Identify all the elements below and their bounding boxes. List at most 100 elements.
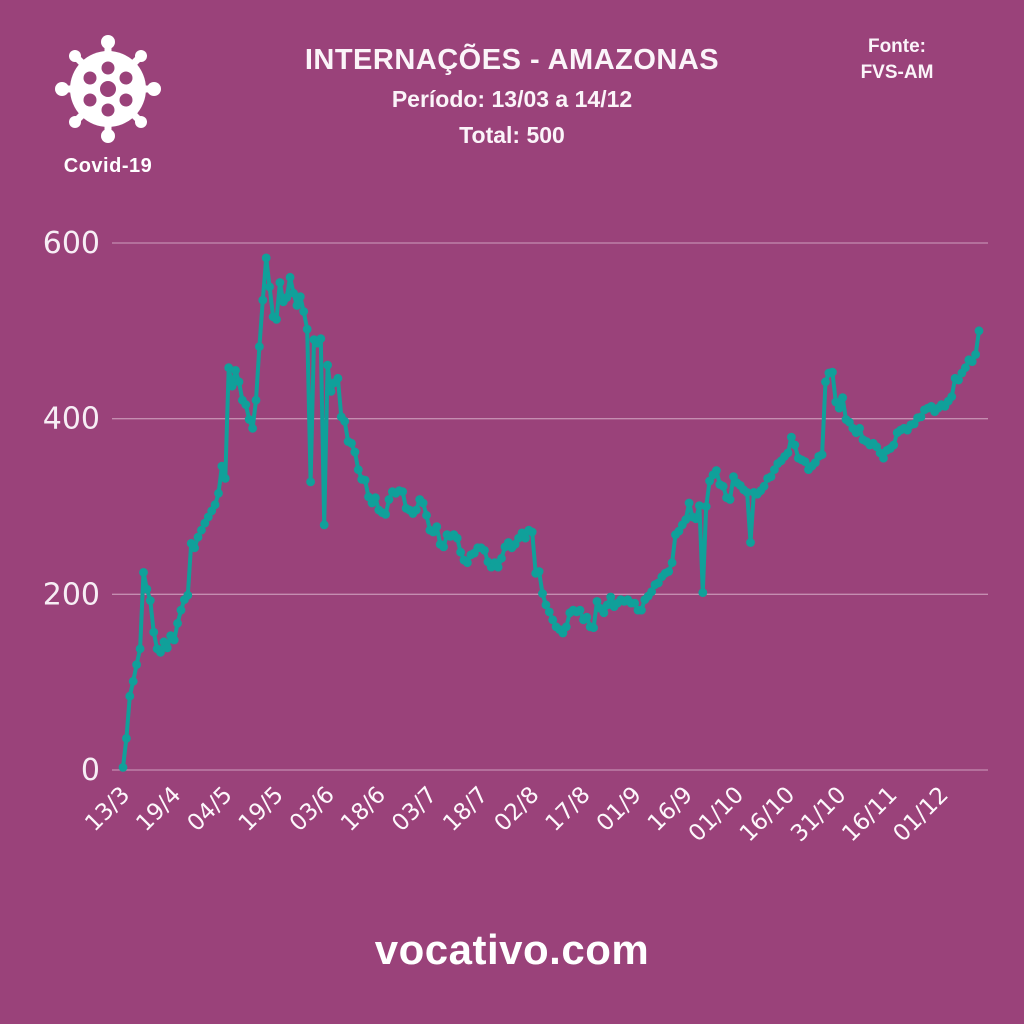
y-tick-label: 600 (43, 226, 100, 261)
data-point (821, 377, 830, 387)
data-point (275, 278, 285, 287)
data-point (295, 292, 305, 301)
data-point (353, 465, 363, 474)
data-point (746, 538, 755, 547)
data-point (548, 615, 558, 625)
data-point (135, 644, 145, 654)
x-tick-label: 04/5 (183, 782, 238, 837)
x-axis-labels: 13/319/404/519/503/618/603/718/702/817/8… (80, 782, 953, 847)
data-point (527, 527, 537, 537)
data-point (241, 400, 251, 409)
data-point (251, 395, 261, 405)
covid-badge-label: Covid-19 (63, 155, 153, 177)
data-point (718, 481, 728, 491)
data-point (725, 495, 735, 504)
data-point (889, 440, 899, 450)
data-point (272, 315, 281, 324)
data-point (681, 515, 691, 525)
data-point (176, 605, 186, 615)
data-point (156, 647, 165, 657)
data-point (244, 415, 254, 424)
data-point (231, 366, 240, 375)
site-footer: vocativo.com (374, 926, 650, 973)
data-point (967, 357, 977, 366)
data-point (974, 326, 984, 336)
data-point (834, 403, 844, 413)
data-point (306, 477, 315, 487)
data-point (561, 622, 571, 632)
data-point (783, 448, 793, 458)
data-point (800, 457, 810, 467)
data-point (210, 500, 220, 510)
data-point (879, 453, 888, 463)
data-point (217, 461, 227, 471)
data-point (538, 589, 547, 598)
data-point (360, 475, 370, 485)
data-point (255, 342, 264, 351)
x-tick-label: 01/12 (888, 782, 953, 847)
data-point (149, 627, 159, 637)
data-point (787, 432, 796, 442)
data-point (606, 592, 616, 602)
data-point (684, 498, 694, 508)
data-point (227, 381, 237, 391)
x-tick-label: 18/7 (438, 782, 493, 837)
data-point (954, 375, 963, 385)
data-point (647, 587, 656, 597)
x-tick-label: 02/8 (490, 782, 545, 837)
data-point (173, 618, 183, 628)
data-point (817, 450, 827, 460)
data-point (125, 691, 135, 701)
data-point (340, 416, 350, 426)
data-point (602, 600, 612, 610)
virus-icon (55, 35, 161, 143)
data-point (452, 533, 462, 543)
data-point (691, 514, 701, 524)
data-point (463, 558, 472, 568)
source-block: Fonte: FVS-AM (852, 34, 942, 86)
data-point (742, 488, 752, 497)
data-point (319, 520, 329, 530)
x-tick-label: 03/6 (285, 782, 340, 837)
data-point (197, 525, 206, 535)
x-tick-label: 19/5 (234, 782, 289, 837)
covid-badge: Covid-19 (48, 34, 168, 178)
y-tick-label: 200 (43, 577, 100, 612)
data-point (122, 734, 131, 743)
y-axis-labels: 0 200 400 600 (43, 226, 100, 788)
data-point (411, 505, 421, 515)
data-point (132, 660, 142, 669)
title-block: INTERNAÇÕES - AMAZONAS Período: 13/03 a … (305, 44, 719, 149)
data-point (971, 350, 980, 359)
data-point (128, 676, 138, 686)
data-point (493, 562, 503, 572)
data-point (534, 567, 544, 576)
x-tick-label: 31/10 (786, 782, 851, 847)
data-point (302, 324, 312, 334)
y-tick-label: 0 (81, 753, 100, 788)
data-point (289, 288, 298, 298)
data-point (299, 307, 309, 316)
x-tick-label: 01/9 (592, 782, 647, 837)
x-tick-label: 01/10 (684, 782, 749, 847)
data-point (323, 360, 332, 370)
data-point (838, 393, 847, 402)
x-tick-label: 16/10 (735, 782, 800, 847)
x-tick-label: 13/3 (80, 782, 135, 837)
data-point (456, 547, 465, 557)
data-point (326, 387, 336, 396)
data-point (265, 282, 274, 292)
data-point (599, 608, 609, 618)
data-point (220, 474, 230, 483)
period-subtitle: Período: 13/03 a 14/12 (391, 86, 633, 112)
data-point (333, 373, 343, 383)
data-point (916, 412, 926, 422)
data-point (667, 558, 677, 568)
gridlines (112, 242, 988, 771)
data-points (118, 253, 984, 772)
data-point (790, 440, 800, 450)
data-point (701, 502, 711, 511)
x-tick-label: 19/4 (131, 782, 186, 837)
